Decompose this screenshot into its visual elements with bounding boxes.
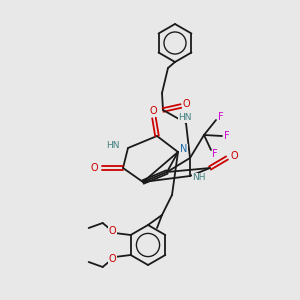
Text: N: N [180,144,188,154]
Text: F: F [224,131,230,141]
Text: O: O [109,254,116,264]
Text: O: O [109,226,116,236]
Text: O: O [149,106,157,116]
Text: O: O [90,163,98,173]
Text: HN: HN [178,113,192,122]
Text: F: F [212,149,218,159]
Text: O: O [182,99,190,109]
Text: NH: NH [192,173,206,182]
Text: O: O [230,151,238,161]
Text: HN: HN [106,142,120,151]
Text: F: F [218,112,224,122]
